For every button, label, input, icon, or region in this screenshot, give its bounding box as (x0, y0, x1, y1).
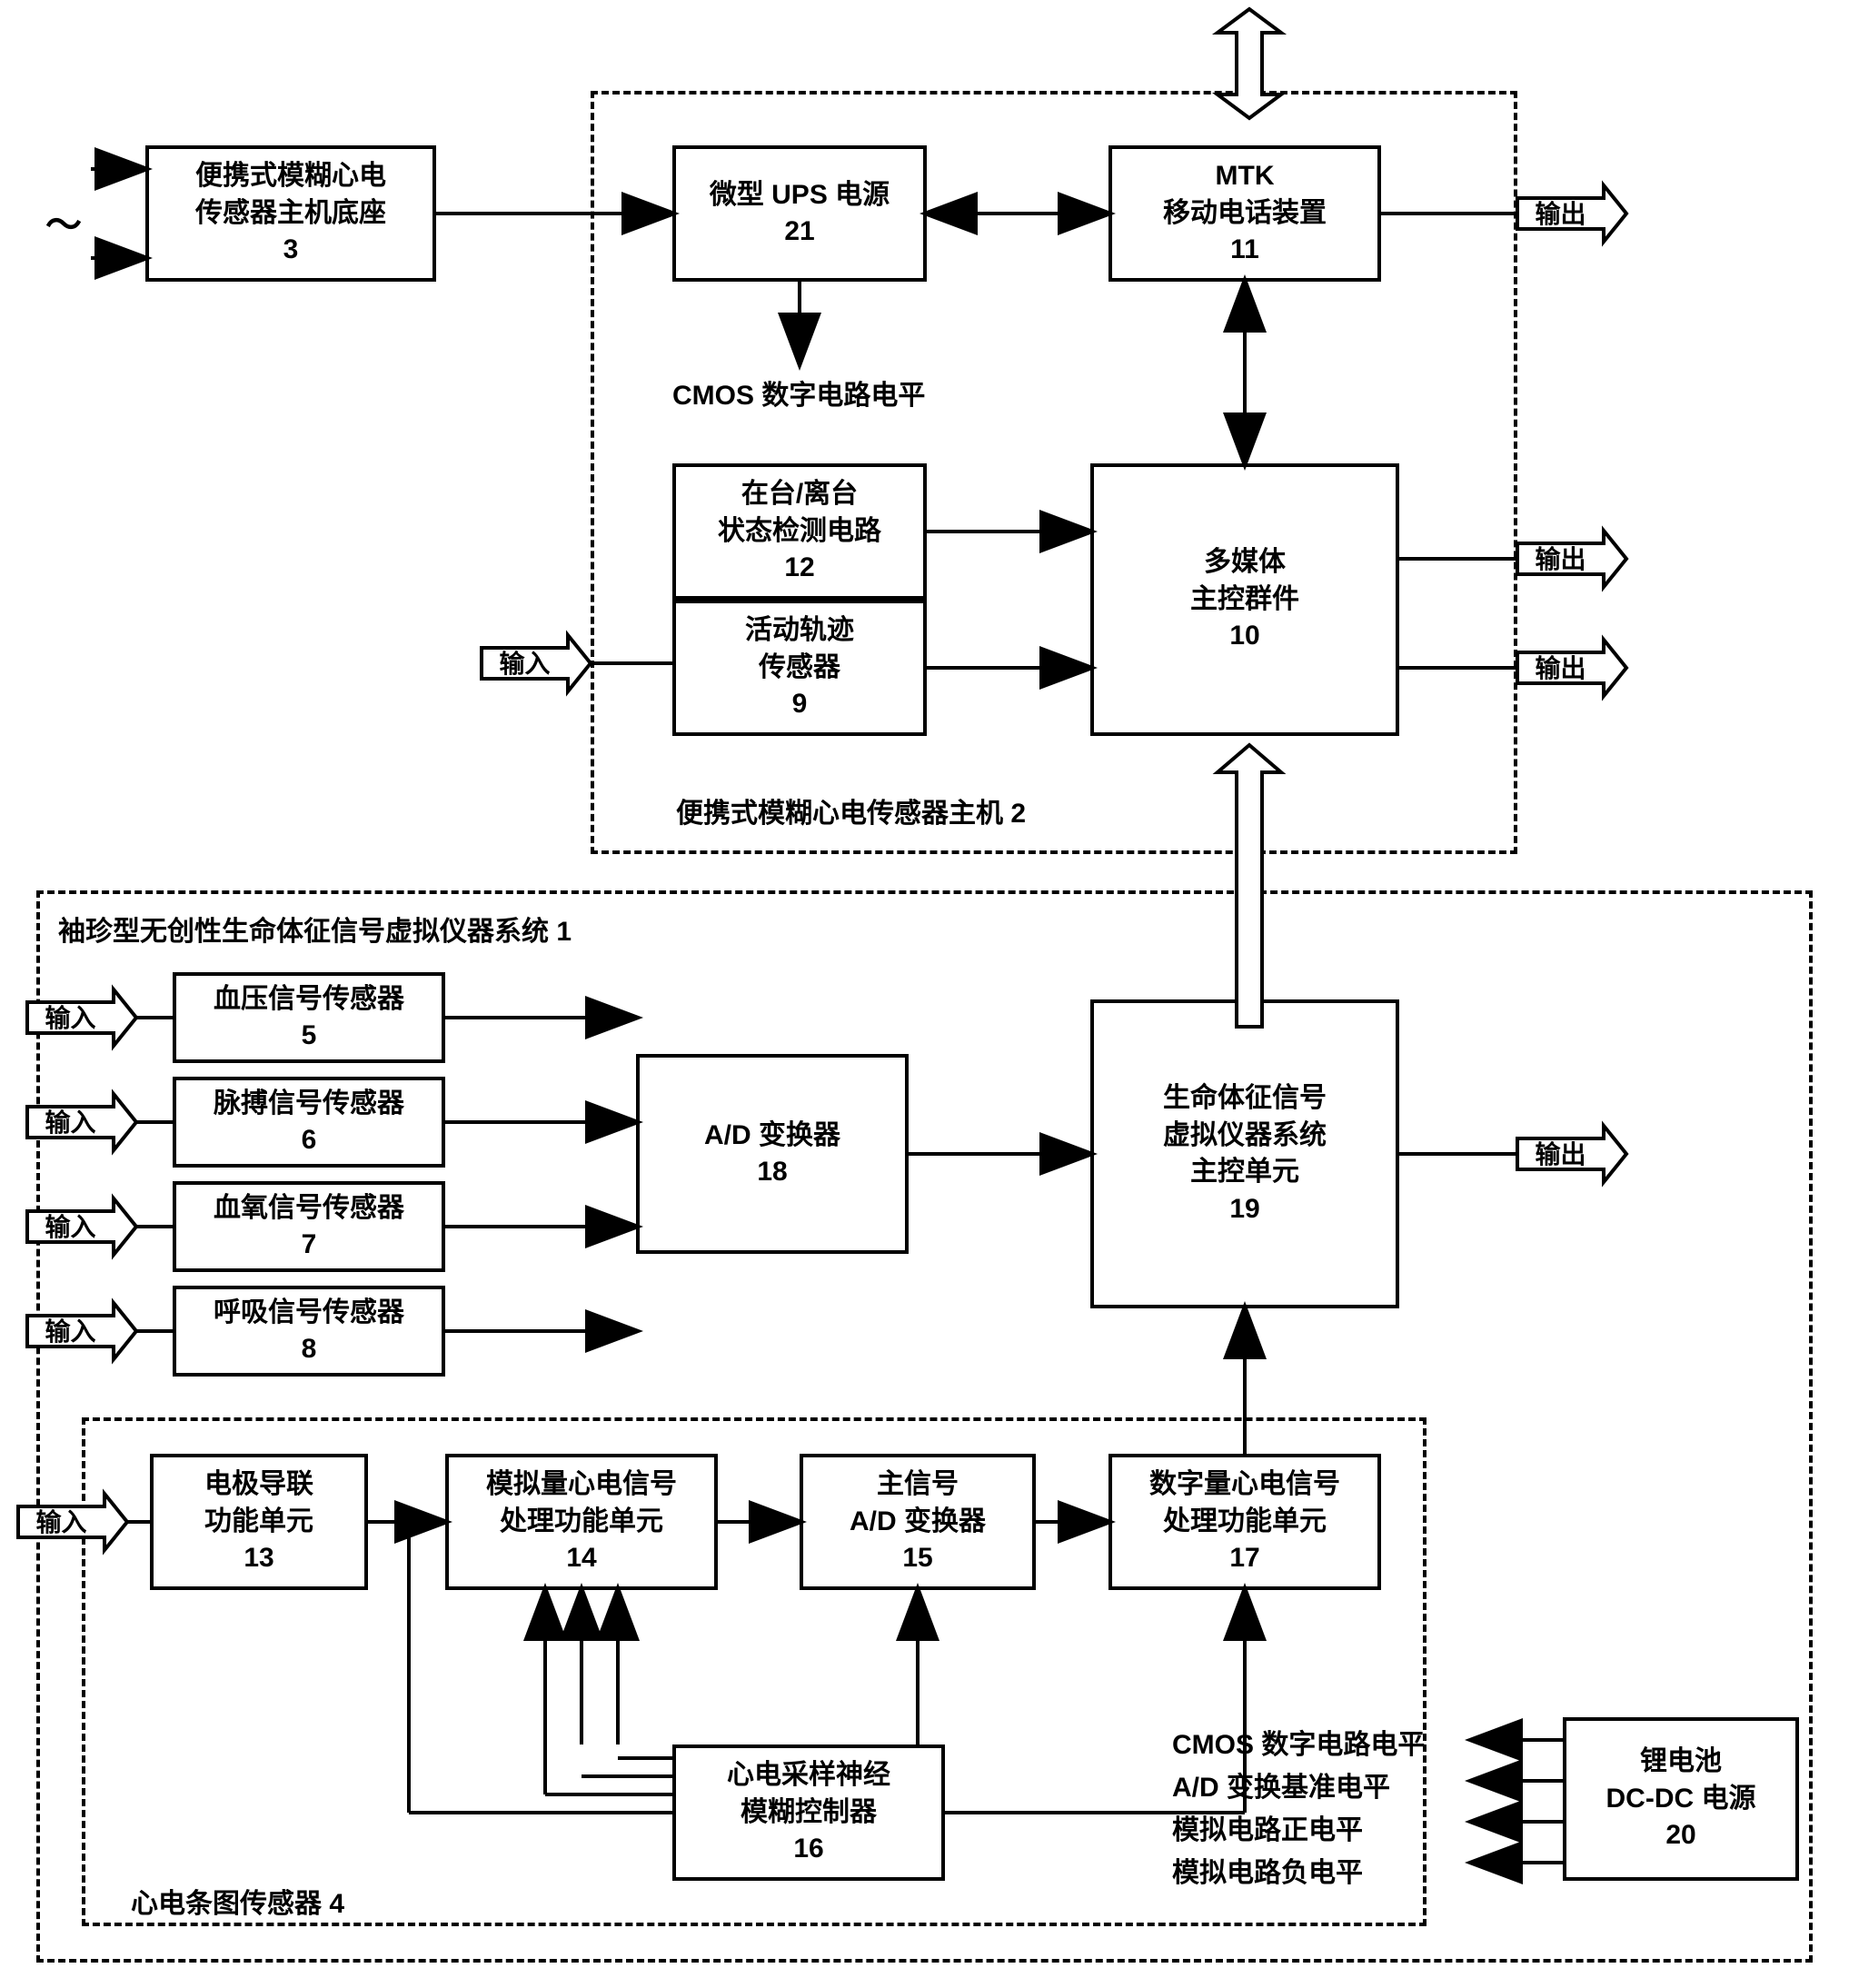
block-line: 主控群件 (1190, 581, 1299, 619)
ac-symbol: ～ (45, 195, 82, 248)
block-b16: 心电采样神经模糊控制器16 (672, 1744, 945, 1881)
block-line: 在台/离台 (741, 476, 858, 513)
block-line: 虚拟仪器系统 (1163, 1118, 1327, 1155)
block-b13: 电极导联功能单元13 (150, 1454, 368, 1590)
block-line: 7 (302, 1227, 317, 1264)
block-b17: 数字量心电信号处理功能单元17 (1108, 1454, 1381, 1590)
block-line: 活动轨迹 (745, 612, 854, 650)
block-line: A/D 变换器 (850, 1504, 986, 1541)
block-line: 14 (566, 1540, 596, 1577)
block-line: 数字量心电信号 (1149, 1466, 1340, 1504)
vital-system-title: 袖珍型无创性生命体征信号虚拟仪器系统 1 (55, 909, 575, 949)
block-line: 传感器主机底座 (195, 195, 386, 233)
block-line: 传感器 (759, 650, 840, 687)
block-line: 主控单元 (1190, 1154, 1299, 1191)
block-line: MTK (1216, 158, 1275, 195)
block-line: 10 (1229, 618, 1259, 655)
block-line: 17 (1229, 1540, 1259, 1577)
block-line: 13 (244, 1540, 273, 1577)
block-line: 生命体征信号 (1163, 1080, 1327, 1118)
block-line: A/D 变换器 (704, 1118, 840, 1155)
block-line: DC-DC 电源 (1606, 1781, 1756, 1818)
block-line: 血压信号传感器 (214, 981, 404, 1019)
power-level-1: A/D 变换基准电平 (1172, 1764, 1390, 1804)
block-line: 20 (1665, 1817, 1695, 1854)
block-line: 锂电池 (1640, 1744, 1722, 1781)
power-level-3: 模拟电路负电平 (1172, 1850, 1363, 1890)
block-b9: 活动轨迹传感器9 (672, 600, 927, 736)
block-b11: MTK移动电话装置11 (1108, 145, 1381, 282)
block-line: 血氧信号传感器 (214, 1190, 404, 1228)
block-line: 5 (302, 1018, 317, 1055)
svg-text:输出: 输出 (1535, 653, 1586, 683)
block-b6: 脉搏信号传感器6 (173, 1077, 445, 1168)
block-line: 18 (757, 1154, 787, 1191)
block-line: 主信号 (877, 1466, 959, 1504)
host-title: 便携式模糊心电传感器主机 2 (672, 790, 1029, 830)
block-b12: 在台/离台状态检测电路12 (672, 463, 927, 600)
power-level-2: 模拟电路正电平 (1172, 1807, 1363, 1847)
block-b15: 主信号A/D 变换器15 (800, 1454, 1036, 1590)
block-b7: 血氧信号传感器7 (173, 1181, 445, 1272)
svg-text:输出: 输出 (1535, 199, 1586, 229)
block-line: 15 (902, 1540, 932, 1577)
block-line: 16 (793, 1831, 823, 1868)
block-line: 移动电话装置 (1163, 195, 1327, 233)
block-line: 状态检测电路 (718, 513, 881, 551)
block-line: 处理功能单元 (500, 1504, 663, 1541)
power-level-0: CMOS 数字电路电平 (1172, 1722, 1425, 1762)
block-b18: A/D 变换器18 (636, 1054, 909, 1254)
block-b19: 生命体征信号虚拟仪器系统主控单元19 (1090, 999, 1399, 1308)
block-line: 微型 UPS 电源 (710, 177, 890, 214)
block-b21: 微型 UPS 电源21 (672, 145, 927, 282)
block-line: 19 (1229, 1191, 1259, 1228)
block-line: 多媒体 (1204, 544, 1286, 581)
block-b14: 模拟量心电信号处理功能单元14 (445, 1454, 718, 1590)
block-b8: 呼吸信号传感器8 (173, 1286, 445, 1377)
block-b5: 血压信号传感器5 (173, 972, 445, 1063)
block-b20: 锂电池DC-DC 电源20 (1563, 1717, 1799, 1881)
block-b10: 多媒体主控群件10 (1090, 463, 1399, 736)
ecg-sensor-title: 心电条图传感器 4 (127, 1881, 348, 1921)
block-line: 12 (784, 550, 814, 587)
block-line: 21 (784, 214, 814, 251)
block-line: 呼吸信号传感器 (214, 1295, 404, 1332)
block-line: 9 (792, 686, 808, 723)
block-b3: 便携式模糊心电传感器主机底座3 (145, 145, 436, 282)
block-line: 3 (283, 232, 299, 269)
block-line: 模糊控制器 (741, 1794, 877, 1832)
block-line: 处理功能单元 (1163, 1504, 1327, 1541)
block-line: 电极导联 (204, 1466, 313, 1504)
block-line: 6 (302, 1122, 317, 1159)
block-line: 模拟量心电信号 (486, 1466, 677, 1504)
block-line: 功能单元 (204, 1504, 313, 1541)
block-line: 便携式模糊心电 (195, 158, 386, 195)
svg-text:输入: 输入 (499, 649, 550, 679)
svg-text:输出: 输出 (1535, 544, 1586, 574)
cmos-label: CMOS 数字电路电平 (672, 373, 925, 413)
block-line: 心电采样神经 (727, 1757, 890, 1794)
block-line: 11 (1230, 232, 1259, 269)
block-line: 脉搏信号传感器 (214, 1086, 404, 1123)
block-line: 8 (302, 1331, 317, 1368)
